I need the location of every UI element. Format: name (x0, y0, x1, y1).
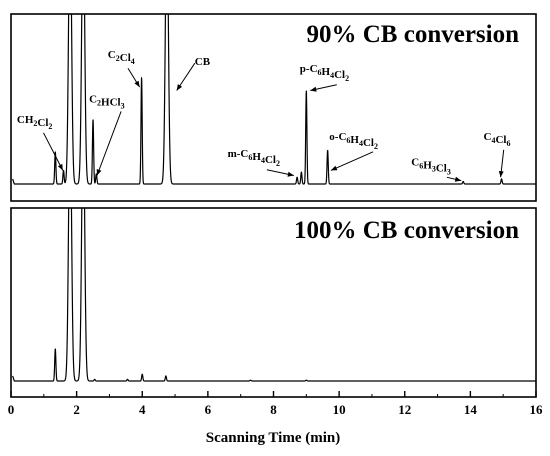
panel-top-title: 90% CB conversion (307, 21, 520, 48)
x-tick-label: 16 (530, 402, 544, 417)
peak-arrowhead (454, 176, 462, 182)
x-tick-label: 2 (73, 402, 80, 417)
peak-arrow (330, 151, 374, 171)
peak-arrowhead (96, 169, 102, 176)
peak-label: C6H3Cl3 (411, 156, 451, 176)
panel-bottom: 100% CB conversion (10, 207, 537, 398)
peak-label: CH2Cl2 (17, 114, 53, 131)
chromatogram-trace-top (12, 14, 536, 185)
chromatogram-trace-bottom (12, 208, 536, 382)
x-axis-label: Scanning Time (min) (206, 430, 340, 446)
peak-arrow (43, 132, 64, 171)
peak-label: C4Cl6 (484, 131, 511, 148)
peak-label: o-C6H4Cl2 (329, 131, 378, 151)
x-tick-label: 4 (139, 402, 146, 417)
panel-bottom-title: 100% CB conversion (294, 217, 519, 244)
peak-annotations: CH2Cl2 C2HCl3 C2Cl4 CB m-C6H4Cl2 p-C6H4Cl2 o-C… (17, 49, 511, 182)
peak-arrow (96, 111, 122, 176)
panel-top: 90% CB conversion CH2Cl2 C2HCl3 C2Cl4 CB m-C… (10, 13, 537, 202)
peak-arrowhead (498, 171, 504, 178)
peak-label: p-C6H4Cl2 (300, 63, 349, 83)
peak-label: C2HCl3 (89, 93, 125, 110)
peak-label: m-C6H4Cl2 (228, 148, 280, 168)
x-axis: 0 2 4 6 8 10 12 14 16 (8, 391, 543, 417)
x-tick-label: 10 (333, 402, 346, 417)
peak-arrowhead (310, 86, 317, 92)
x-tick-label: 12 (398, 402, 411, 417)
x-tick-label: 6 (205, 402, 212, 417)
peak-label: CB (195, 56, 211, 68)
peak-arrowhead (134, 80, 140, 88)
peak-arrowhead (287, 171, 294, 177)
x-tick-label: 8 (270, 402, 277, 417)
peak-arrowhead (176, 84, 183, 91)
panel-top-frame (10, 13, 537, 202)
x-tick-label: 14 (464, 402, 478, 417)
x-tick-label: 0 (8, 402, 15, 417)
peak-label: C2Cl4 (108, 49, 135, 66)
peak-arrowhead (330, 165, 338, 171)
peak-arrowhead (57, 163, 63, 171)
